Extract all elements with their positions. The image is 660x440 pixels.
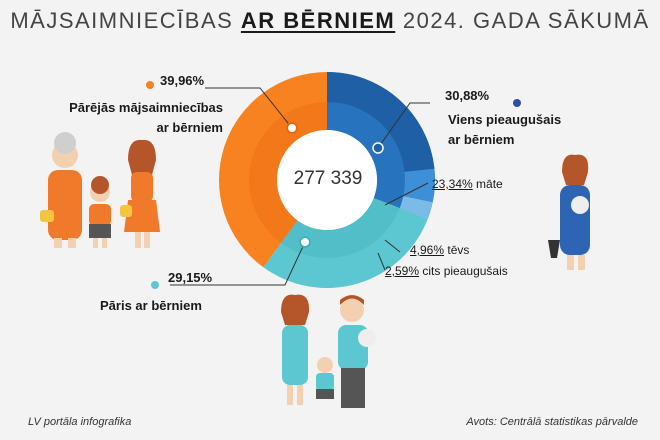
subslice-father [403,168,435,203]
label-other-line1: Pārējās mājsaimniecības [69,100,223,115]
slice-other-inner-ring [249,102,327,243]
footer-source: Avots: Centrālā statistikas pārvalde [466,416,638,428]
page-title: MĀJSAIMNIECĪBAS AR BĒRNIEM 2024. GADA SĀ… [10,8,650,33]
sub-other-adult: 2,59% cits pieaugušais [385,264,508,278]
family-illustration [281,294,376,408]
slice-single-adult-inner-ring [327,102,406,209]
label-single: Viens pieaugušais ar bērniem [448,110,561,150]
grandmother-illustration [40,132,82,248]
sub-mother-label: māte [476,177,503,191]
subslice-mother [327,72,435,172]
pct-single: 30,88% [445,88,490,103]
sub-mother-pct: 23,34% [432,177,473,191]
donut-center [277,130,377,230]
mother-with-baby-illustration [548,154,590,270]
sub-mother: 23,34% māte [432,177,503,191]
slice-couple [263,198,428,288]
girl-illustration [89,176,111,248]
woman-illustration [120,139,160,248]
leader-line-other-adult [377,252,386,271]
label-other: Pārējās mājsaimniecības ar bērniem [45,98,223,138]
leader-line-father [384,239,401,253]
total-value: 277 339 [293,168,363,189]
sub-father: 4,96% tēvs [410,243,469,257]
slice-other [218,72,327,268]
label-couple: Pāris ar bērniem [100,298,202,313]
sub-other-adult-label: cits pieaugušais [422,264,508,278]
subslice-other-adult [399,196,433,220]
footer-credit: LV portāla infografika [28,416,132,428]
leader-lines [170,87,430,286]
sub-other-adult-pct: 2,59% [385,264,420,278]
leader-line-mother [384,182,429,206]
label-single-line2: ar bērniem [448,132,515,147]
sub-father-pct: 4,96% [410,243,445,257]
leader-line-couple [170,241,306,286]
leader-line-other [205,87,293,129]
pct-couple: 29,15% [168,270,213,285]
pct-other: 39,96% [160,73,205,88]
label-other-line2: ar bērniem [156,120,223,135]
leader-line-single [377,102,430,149]
sub-father-label: tēvs [447,243,470,257]
leader-dots [146,81,521,289]
label-single-line1: Viens pieaugušais [448,112,562,127]
